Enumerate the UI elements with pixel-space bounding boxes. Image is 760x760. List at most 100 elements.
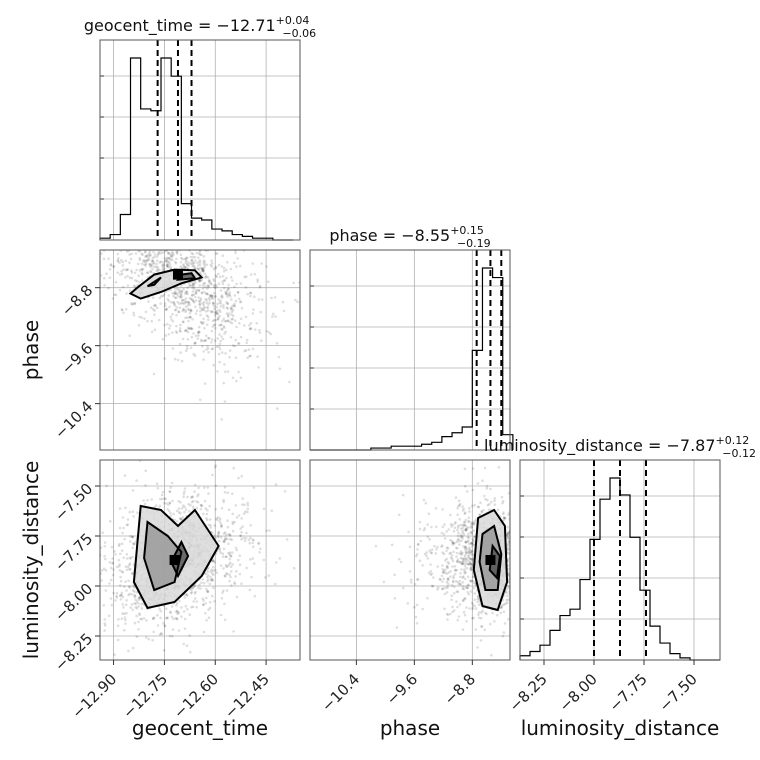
sample-point: [178, 227, 181, 230]
sample-point: [151, 638, 154, 642]
sample-point: [237, 476, 240, 480]
sample-point: [214, 326, 217, 330]
sample-point: [565, 559, 568, 562]
sample-point: [244, 536, 248, 540]
sample-point: [249, 327, 252, 331]
sample-point: [198, 279, 202, 282]
sample-point: [147, 300, 150, 303]
sample-point: [472, 586, 476, 590]
sample-point: [222, 500, 225, 504]
sample-point: [215, 275, 219, 279]
sample-point: [477, 505, 481, 509]
sample-point: [536, 543, 539, 546]
sample-point: [204, 507, 207, 510]
sample-point: [463, 546, 467, 549]
sample-point: [238, 554, 242, 557]
sample-point: [220, 418, 223, 421]
sample-point: [172, 300, 175, 304]
sample-point: [181, 320, 185, 324]
sample-point: [447, 571, 451, 574]
sample-point: [125, 268, 128, 271]
sample-point: [461, 535, 464, 538]
sample-point: [170, 615, 174, 619]
sample-point: [226, 519, 229, 522]
sample-point: [140, 252, 144, 256]
sample-point: [526, 625, 529, 628]
sample-point: [195, 244, 198, 247]
sample-point: [526, 542, 529, 545]
sample-point: [211, 579, 214, 582]
sample-point: [94, 625, 97, 628]
sample-point: [177, 499, 180, 503]
sample-point: [168, 502, 172, 505]
sample-point: [459, 575, 462, 579]
sample-point: [527, 543, 530, 546]
sample-point: [131, 489, 135, 492]
sample-point: [188, 312, 192, 315]
sample-point: [107, 257, 110, 261]
sample-point: [140, 262, 144, 266]
sample-point: [429, 551, 433, 554]
xtick-label-phase-1: −9.6: [383, 670, 421, 708]
sample-point: [121, 516, 125, 519]
sample-point: [526, 560, 529, 563]
sample-point: [114, 280, 118, 284]
sample-point: [455, 568, 459, 572]
sample-point: [167, 299, 170, 303]
sample-point: [161, 267, 165, 270]
sample-point: [189, 326, 193, 330]
sample-point: [224, 330, 227, 334]
sample-point: [477, 603, 481, 606]
sample-point: [461, 585, 465, 588]
sample-point: [214, 484, 218, 488]
sample-point: [185, 316, 189, 319]
sample-point: [219, 289, 223, 292]
sample-point: [240, 538, 243, 541]
sample-point: [237, 514, 241, 517]
sample-point: [278, 367, 282, 371]
sample-point: [221, 328, 224, 331]
sample-point: [460, 562, 464, 566]
sample-point: [239, 534, 243, 538]
sample-point: [166, 616, 169, 619]
sample-point: [176, 612, 179, 616]
sample-point: [225, 565, 228, 568]
sample-point: [118, 594, 122, 598]
sample-point: [248, 354, 251, 358]
sample-point: [450, 525, 453, 528]
sample-point: [117, 618, 120, 621]
sample-point: [562, 539, 565, 542]
sample-point: [113, 550, 116, 553]
sample-point: [504, 516, 507, 520]
sample-point: [514, 571, 517, 574]
sample-point: [393, 597, 397, 600]
sample-point: [223, 319, 227, 323]
sample-point: [215, 285, 218, 288]
sample-point: [220, 524, 223, 527]
sample-point: [538, 593, 541, 596]
sample-point: [122, 243, 125, 246]
sample-point: [196, 267, 200, 271]
sample-point: [175, 509, 179, 513]
sample-point: [223, 279, 227, 282]
sample-point: [173, 219, 176, 222]
sample-point: [192, 285, 196, 288]
sample-point: [471, 579, 475, 583]
sample-point: [192, 352, 195, 356]
sample-point: [120, 258, 123, 262]
x-axis-label-geocent_time: geocent_time: [132, 716, 268, 740]
sample-point: [199, 298, 203, 302]
sample-point: [57, 245, 60, 248]
sample-point: [455, 600, 458, 603]
sample-point: [463, 485, 467, 488]
sample-point: [150, 232, 153, 235]
sample-point: [212, 559, 215, 563]
sample-point: [174, 292, 178, 296]
sample-point: [179, 302, 183, 305]
sample-point: [126, 193, 129, 196]
sample-point: [184, 310, 187, 314]
sample-point: [242, 536, 245, 540]
sample-point: [130, 271, 134, 274]
sample-point: [219, 551, 222, 555]
sample-point: [487, 508, 491, 512]
